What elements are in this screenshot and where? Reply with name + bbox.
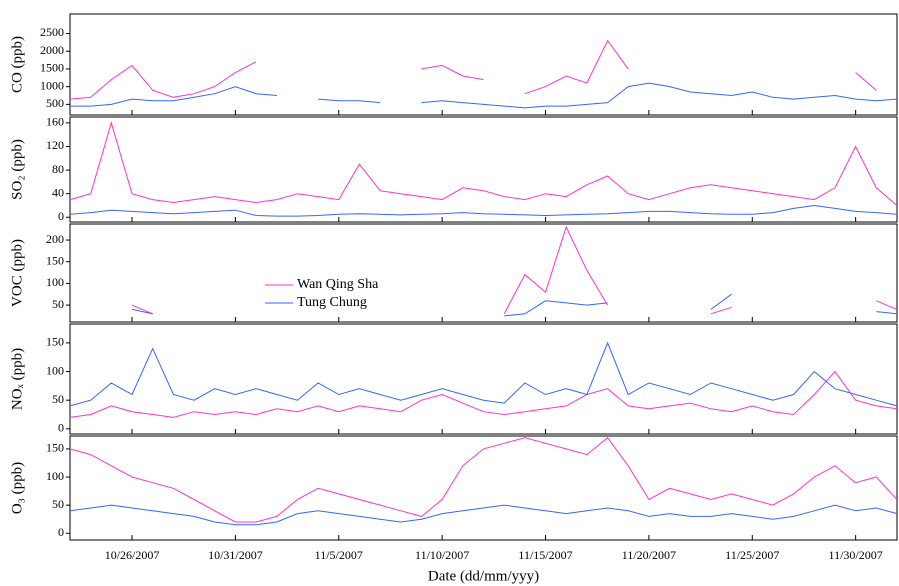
x-axis-label: Date (dd/mm/yyy) (428, 568, 539, 584)
y-axis-label: CO (ppb) (9, 36, 25, 93)
y-tick-label: 160 (46, 115, 64, 129)
y-tick-label: 80 (52, 162, 64, 176)
series-line (69, 341, 898, 407)
series-line (69, 504, 898, 526)
y-axis-label: O₃ (ppb) (9, 462, 25, 514)
y-tick-label: 0 (58, 421, 64, 435)
x-tick-label: 10/26/2007 (105, 548, 160, 562)
x-tick-label: 11/10/2007 (415, 548, 469, 562)
y-tick-label: 50 (52, 297, 64, 311)
legend-label: Wan Qing Sha (297, 277, 379, 292)
y-tick-label: 500 (46, 96, 64, 110)
y-axis-label: NOₓ (ppb) (9, 348, 25, 410)
y-tick-label: 100 (46, 275, 64, 289)
series-line (69, 436, 898, 523)
y-tick-label: 1000 (40, 78, 64, 92)
x-tick-label: 11/20/2007 (622, 548, 676, 562)
y-tick-label: 150 (46, 335, 64, 349)
y-tick-label: 2000 (40, 43, 64, 57)
y-tick-label: 150 (46, 441, 64, 455)
series-line (131, 225, 898, 315)
x-tick-label: 11/15/2007 (518, 548, 572, 562)
x-tick-label: 11/5/2007 (315, 548, 363, 562)
series-line (69, 204, 898, 217)
y-tick-label: 120 (46, 138, 64, 152)
x-tick-label: 11/25/2007 (725, 548, 779, 562)
y-tick-label: 0 (58, 209, 64, 223)
series-line (69, 39, 877, 100)
series-line (69, 370, 898, 418)
panel-frame (69, 435, 898, 541)
panel-frame (69, 116, 898, 223)
x-tick-label: 10/31/2007 (208, 548, 263, 562)
panel-frame (69, 223, 898, 323)
panel-frame (69, 13, 898, 116)
y-axis-label: VOC (ppb) (9, 239, 25, 307)
y-tick-label: 40 (52, 185, 64, 199)
x-tick-label: 11/30/2007 (829, 548, 883, 562)
y-tick-label: 50 (52, 497, 64, 511)
y-tick-label: 100 (46, 469, 64, 483)
series-line (70, 82, 898, 109)
legend-label: Tung Chung (297, 295, 367, 310)
y-tick-label: 0 (58, 525, 64, 539)
y-axis-label: SO₂ (ppb) (9, 139, 25, 200)
y-tick-label: 1500 (40, 61, 64, 75)
y-tick-label: 200 (46, 232, 64, 246)
series-line (69, 121, 898, 206)
series-line (131, 293, 898, 317)
y-tick-label: 50 (52, 392, 64, 406)
y-tick-label: 150 (46, 253, 64, 267)
y-tick-label: 100 (46, 363, 64, 377)
panel-frame (69, 323, 898, 435)
y-tick-label: 2500 (40, 25, 64, 39)
